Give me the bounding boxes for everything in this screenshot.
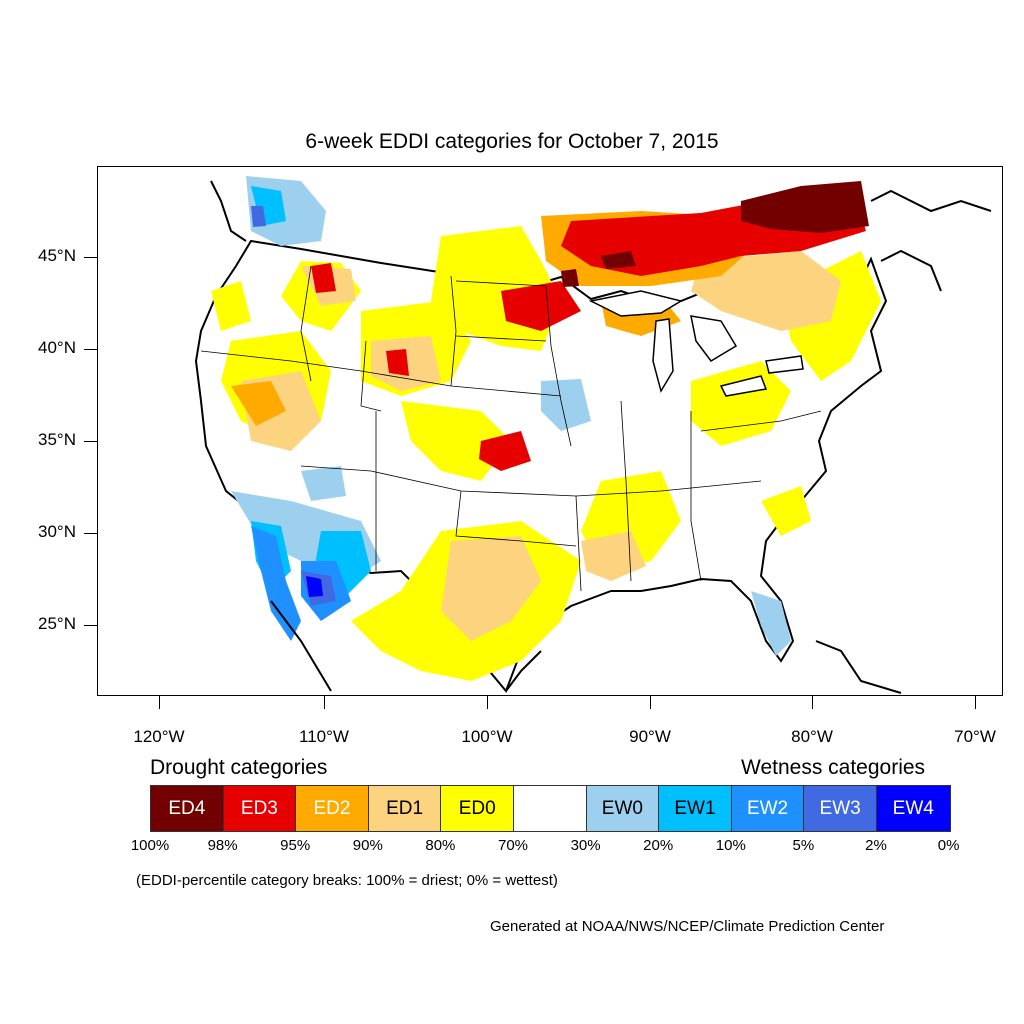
legend-box-ed3: ED3 (223, 786, 297, 831)
lat-label-30: 30°N (38, 522, 76, 541)
legend-box-ed1: ED1 (368, 786, 442, 831)
coastlines (210, 180, 992, 694)
eddi-map (194, 176, 992, 694)
lon-tick-120 (159, 696, 160, 709)
wetness-heading: Wetness categories (741, 756, 926, 779)
drought-heading: Drought categories (150, 756, 328, 779)
map-panel (97, 166, 1003, 696)
ew3-ew4-regions (251, 206, 336, 606)
legend-bar: ED4 ED3 ED2 ED1 ED0 EW0 EW1 EW2 EW3 EW4 (150, 785, 951, 832)
legend-box-ed2: ED2 (296, 786, 369, 831)
lat-tick-30 (84, 533, 97, 534)
lat-label-35: 35°N (38, 430, 76, 449)
lat-label-25: 25°N (38, 614, 76, 633)
lon-tick-70 (975, 696, 976, 709)
lon-tick-100 (487, 696, 488, 709)
legend-break-label: 5% (792, 837, 815, 854)
lon-tick-110 (324, 696, 325, 709)
lat-tick-40 (84, 349, 97, 350)
lon-tick-80 (812, 696, 813, 709)
legend-break-label: 98% (207, 837, 238, 854)
lat-tick-45 (84, 257, 97, 258)
lon-label-70: 70°W (954, 727, 996, 746)
legend-box-ed0: ED0 (441, 786, 514, 831)
legend-box-ew1: EW1 (659, 786, 732, 831)
legend-box-ew4: EW4 (876, 786, 950, 831)
legend-break-label: 80% (425, 837, 456, 854)
map-title: 6-week EDDI categories for October 7, 20… (305, 130, 719, 153)
state-boundaries (200, 265, 822, 592)
lon-label-110: 110°W (299, 727, 349, 746)
legend-break-label: 95% (280, 837, 311, 854)
legend-break-label: 10% (715, 837, 746, 854)
lon-label-80: 80°W (791, 727, 833, 746)
legend-box-ew3: EW3 (804, 786, 877, 831)
legend-break-label: 100% (130, 837, 170, 854)
lon-label-120: 120°W (133, 727, 185, 746)
lon-tick-90 (650, 696, 651, 709)
legend-box-ew2: EW2 (731, 786, 805, 831)
lat-label-45: 45°N (38, 246, 76, 265)
legend-box-normal (513, 786, 587, 831)
category-note: (EDDI-percentile category breaks: 100% =… (136, 872, 558, 889)
credit-text: Generated at NOAA/NWS/NCEP/Climate Predi… (490, 918, 885, 935)
legend-break-label: 30% (570, 837, 601, 854)
legend-break-label: 90% (352, 837, 383, 854)
legend-box-ed4: ED4 (151, 786, 224, 831)
lat-tick-25 (84, 625, 97, 626)
lon-label-90: 90°W (629, 727, 671, 746)
great-lakes (588, 290, 804, 397)
lat-tick-35 (84, 441, 97, 442)
legend-break-label: 70% (497, 837, 529, 854)
ed4-regions (561, 181, 869, 287)
legend-box-ew0: EW0 (586, 786, 660, 831)
lon-label-100: 100°W (461, 727, 513, 746)
legend-break-label: 2% (865, 837, 887, 854)
legend-break-label: 20% (643, 837, 674, 854)
legend-break-label: 0% (937, 837, 960, 854)
lat-label-40: 40°N (38, 338, 76, 357)
